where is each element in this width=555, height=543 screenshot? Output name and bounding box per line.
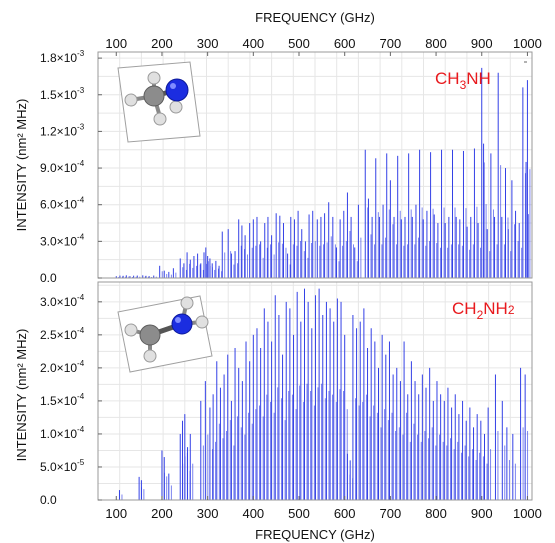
x-axis-title-top: FREQUENCY (GHz) (255, 10, 375, 25)
y-tick-label: 2.5×10-4 (40, 326, 85, 342)
y-tick-label: 6.0×10-4 (40, 196, 85, 212)
x-tick-label: 500 (288, 506, 310, 521)
bottom-panel-frame (97, 281, 533, 501)
x-tick-label: 500 (288, 36, 310, 51)
top-panel-ch3nh: 0.0 3.0×10-4 6.0×10-4 9.0×10-4 1.2×10-3 1.5×1… (14, 36, 542, 285)
ch2nh2-molecule-image (117, 295, 213, 373)
top-panel-species-label: CH3NH (435, 69, 491, 92)
y-tick-label: 3.0×10-4 (40, 232, 85, 248)
bottom-panel-x-ticks: 100 200 300 400 500 600 700 800 900 1000 (105, 496, 542, 521)
x-axis-title-bottom: FREQUENCY (GHz) (255, 527, 375, 542)
x-tick-label: 600 (334, 506, 356, 521)
y-tick-label: 0.0 (40, 493, 57, 507)
y-tick-label: 2.0×10-4 (40, 359, 85, 375)
bottom-panel-spectrum (118, 288, 529, 500)
x-tick-label: 800 (425, 36, 447, 51)
x-tick-label: 800 (425, 506, 447, 521)
x-tick-label: 200 (151, 36, 173, 51)
ch3nh-molecule-image (117, 61, 201, 143)
x-tick-label: 400 (242, 506, 264, 521)
x-tick-label: 600 (334, 36, 356, 51)
x-tick-label: 300 (197, 506, 219, 521)
top-panel-x-ticks: 100 200 300 400 500 600 700 800 900 1000 (105, 36, 542, 56)
y-tick-label: 1.2×10-3 (40, 122, 85, 138)
y-tick-label: 1.5×10-3 (40, 86, 85, 102)
top-panel-y-axis-title: INTENSITY (nm² MHz) (14, 99, 29, 232)
y-tick-label: 1.8×10-3 (40, 49, 85, 65)
y-tick-label: 9.0×10-4 (40, 159, 85, 175)
x-tick-label: 1000 (513, 36, 542, 51)
bottom-panel-species-label: CH2NH2 (452, 299, 515, 322)
x-tick-label: 200 (151, 506, 173, 521)
x-tick-label: 100 (105, 36, 127, 51)
bottom-panel-ch2nh2: 0.0 5.0×10-5 1.0×10-4 1.5×10-4 2.0×10-4 2.5×1… (14, 281, 542, 521)
y-tick-label: 5.0×10-5 (40, 458, 85, 474)
bottom-panel-y-ticks: 0.0 5.0×10-5 1.0×10-4 1.5×10-4 2.0×10-4 2.5×1… (40, 293, 102, 507)
y-tick-label: 1.0×10-4 (40, 425, 85, 441)
x-tick-label: 900 (471, 36, 493, 51)
x-tick-label: 900 (471, 506, 493, 521)
x-tick-label: 700 (380, 506, 402, 521)
y-tick-label: 3.0×10-4 (40, 293, 85, 309)
x-tick-label: 700 (380, 36, 402, 51)
x-tick-label: 100 (105, 506, 127, 521)
top-panel-y-ticks: 0.0 3.0×10-4 6.0×10-4 9.0×10-4 1.2×10-3 1.5×1… (40, 49, 102, 285)
x-tick-label: 300 (197, 36, 219, 51)
bottom-panel-y-axis-title: INTENSITY (nm² MHz) (14, 329, 29, 462)
top-panel-frame (97, 51, 533, 279)
x-tick-label: 400 (242, 36, 264, 51)
y-tick-label: 1.5×10-4 (40, 392, 85, 408)
x-tick-label: 1000 (513, 506, 542, 521)
top-panel-spectrum (115, 67, 531, 278)
y-tick-label: 0.0 (40, 271, 57, 285)
